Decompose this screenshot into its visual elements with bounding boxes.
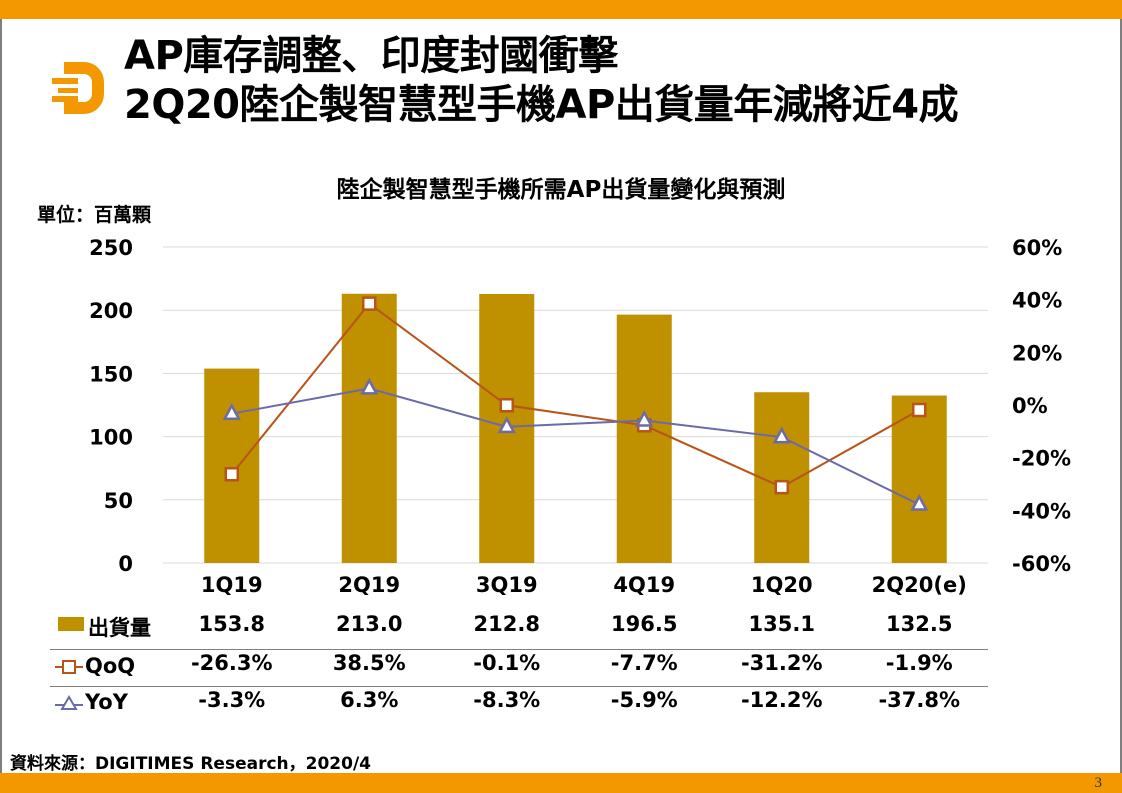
top-accent-bar [0, 0, 1122, 19]
right-axis-tick-label: 0% [1012, 394, 1048, 418]
slide-title: AP庫存調整、印度封國衝擊 2Q20陸企製智慧型手機AP出貨量年減將近4成 [124, 32, 959, 130]
source-note: 資料來源：DIGITIMES Research，2020/4 [10, 754, 371, 774]
legend-qoq-label: QoQ [85, 654, 136, 678]
qoq-marker-1Q19 [224, 467, 239, 482]
table-cell-yoy: 6.3% [340, 688, 399, 712]
table-cell-出貨量: 212.8 [473, 612, 540, 636]
left-axis-tick-label: 50 [104, 489, 133, 513]
legend-shipments-label: 出貨量 [88, 616, 151, 640]
x-axis-category-label: 3Q19 [476, 573, 538, 597]
table-cell-出貨量: 213.0 [336, 612, 403, 636]
slide-right-border [1120, 19, 1122, 773]
bar-2Q19 [341, 293, 397, 563]
bar-4Q19 [616, 314, 672, 563]
page-number: 3 [1094, 775, 1103, 791]
yoy-marker-2Q20(e) [910, 493, 929, 511]
legend-square-marker-icon [55, 660, 83, 674]
slide-title-line2: 2Q20陸企製智慧型手機AP出貨量年減將近4成 [124, 82, 959, 128]
left-axis-tick-label: 250 [89, 236, 133, 260]
x-axis-category-label: 2Q20(e) [872, 573, 967, 597]
qoq-marker-3Q19 [499, 398, 514, 413]
table-cell-yoy: -37.8% [878, 688, 961, 712]
bar-1Q19 [204, 368, 260, 563]
legend-yoy-label: YoY [85, 690, 128, 714]
table-cell-qoq: -7.7% [610, 651, 678, 675]
table-cell-出貨量: 196.5 [611, 612, 678, 636]
left-axis-tick-label: 200 [89, 299, 133, 323]
yoy-marker-2Q19 [360, 377, 379, 395]
qoq-line [230, 302, 920, 489]
right-axis-tick-label: -20% [1012, 447, 1071, 471]
right-axis-tick-label: -60% [1012, 552, 1071, 576]
table-cell-出貨量: 135.1 [748, 612, 815, 636]
right-axis-tick-label: 40% [1012, 289, 1062, 313]
right-axis-tick-label: -40% [1012, 499, 1071, 523]
table-cell-yoy: -12.2% [740, 688, 823, 712]
x-axis-category-label: 4Q19 [613, 573, 675, 597]
table-divider [50, 649, 988, 650]
table-cell-出貨量: 153.8 [198, 612, 265, 636]
slide-title-line1: AP庫存調整、印度封國衝擊 [124, 33, 618, 79]
table-cell-yoy: -5.9% [610, 688, 678, 712]
bar-2Q20(e) [891, 395, 947, 563]
qoq-marker-1Q20 [774, 479, 789, 495]
yoy-marker-4Q19 [635, 409, 654, 427]
legend-triangle-marker-icon [55, 695, 83, 710]
table-cell-qoq: -26.3% [190, 651, 273, 675]
unit-label: 單位：百萬顆 [37, 204, 152, 226]
table-cell-yoy: -8.3% [473, 688, 541, 712]
table-divider [50, 686, 988, 687]
left-axis-tick-label: 150 [89, 362, 133, 386]
left-axis-tick-label: 0 [118, 552, 133, 576]
qoq-marker-2Q19 [362, 296, 377, 311]
yoy-marker-1Q20 [772, 426, 791, 444]
chart-title: 陸企製智慧型手機所需AP出貨量變化與預測 [336, 177, 786, 203]
qoq-marker-2Q20(e) [912, 402, 927, 418]
x-axis-category-label: 1Q20 [751, 573, 813, 597]
x-axis-category-label: 2Q19 [338, 573, 400, 597]
table-cell-qoq: -31.2% [740, 651, 823, 675]
table-cell-qoq: -0.1% [473, 651, 541, 675]
slide-left-border [0, 19, 2, 773]
yoy-marker-1Q19 [222, 403, 241, 420]
bottom-accent-bar [0, 773, 1122, 793]
yoy-marker-3Q19 [497, 416, 516, 434]
right-axis-tick-label: 60% [1012, 236, 1062, 260]
table-cell-qoq: 38.5% [332, 651, 406, 675]
left-axis-tick-label: 100 [89, 426, 133, 450]
table-cell-qoq: -1.9% [885, 651, 953, 675]
table-cell-出貨量: 132.5 [886, 612, 953, 636]
yoy-line [231, 387, 920, 506]
right-axis-tick-label: 20% [1012, 341, 1062, 365]
digitimes-d-logo-icon [52, 62, 104, 114]
table-cell-yoy: -3.3% [198, 688, 266, 712]
legend-bar-swatch-icon [58, 617, 84, 631]
x-axis-category-label: 1Q19 [201, 573, 263, 597]
